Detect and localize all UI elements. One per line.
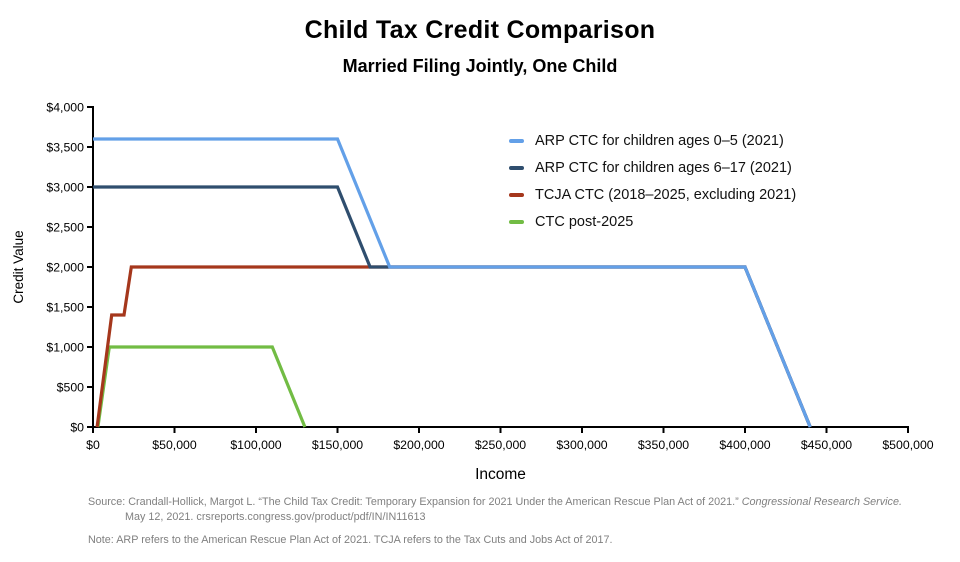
y-tick-label: $1,500 <box>46 301 84 315</box>
legend-swatch <box>509 138 524 143</box>
x-tick-label: $300,000 <box>556 438 607 452</box>
legend-item: CTC post-2025 <box>509 208 796 235</box>
y-tick-label: $3,000 <box>46 181 84 195</box>
series-line-0 <box>93 137 812 428</box>
chart-legend: ARP CTC for children ages 0–5 (2021) ARP … <box>509 127 796 235</box>
chart-subtitle: Married Filing Jointly, One Child <box>342 56 618 76</box>
x-tick-label: $250,000 <box>475 438 526 452</box>
chart-title: Child Tax Credit Comparison <box>304 16 656 44</box>
y-tick-label: $1,000 <box>46 341 84 355</box>
y-axis-label: Credit Value <box>11 230 26 303</box>
x-tick-label: $450,000 <box>801 438 852 452</box>
legend-swatch <box>509 192 524 197</box>
legend-swatch <box>509 219 524 224</box>
legend-label: ARP CTC for children ages 0–5 (2021) <box>535 132 784 149</box>
x-tick-label: $400,000 <box>719 438 770 452</box>
legend-label: CTC post-2025 <box>535 213 634 230</box>
legend-label: TCJA CTC (2018–2025, excluding 2021) <box>535 186 797 203</box>
legend-swatch <box>509 165 524 170</box>
x-tick-label: $150,000 <box>312 438 363 452</box>
x-tick-label: $200,000 <box>393 438 444 452</box>
source-publisher: Congressional Research Service. <box>741 496 902 508</box>
y-tick-label: $4,000 <box>46 101 84 115</box>
legend-item: ARP CTC for children ages 6–17 (2021) <box>509 154 796 181</box>
source-citation: Source: Crandall-Hollick, Margot L. “The… <box>88 495 902 524</box>
y-tick-label: $2,500 <box>46 221 84 235</box>
legend-item: TCJA CTC (2018–2025, excluding 2021) <box>509 181 796 208</box>
y-tick-label: $500 <box>57 381 85 395</box>
source-line1: Source: Crandall-Hollick, Margot L. “The… <box>88 495 902 510</box>
series-line-3 <box>96 345 307 428</box>
x-tick-label: $50,000 <box>152 438 197 452</box>
y-tick-label: $0 <box>70 421 84 435</box>
x-tick-label: $350,000 <box>638 438 689 452</box>
legend-item: ARP CTC for children ages 0–5 (2021) <box>509 127 796 154</box>
source-text: Source: Crandall-Hollick, Margot L. “The… <box>88 496 742 508</box>
note-text: Note: ARP refers to the American Rescue … <box>88 534 613 546</box>
x-tick-label: $100,000 <box>230 438 281 452</box>
y-tick-label: $2,000 <box>46 261 84 275</box>
x-tick-label: $0 <box>86 438 100 452</box>
legend-label: ARP CTC for children ages 6–17 (2021) <box>535 159 792 176</box>
y-tick-label: $3,500 <box>46 141 84 155</box>
x-axis-label: Income <box>475 466 526 483</box>
source-line2: May 12, 2021. crsreports.congress.gov/pr… <box>125 510 426 523</box>
x-tick-label: $500,000 <box>882 438 933 452</box>
